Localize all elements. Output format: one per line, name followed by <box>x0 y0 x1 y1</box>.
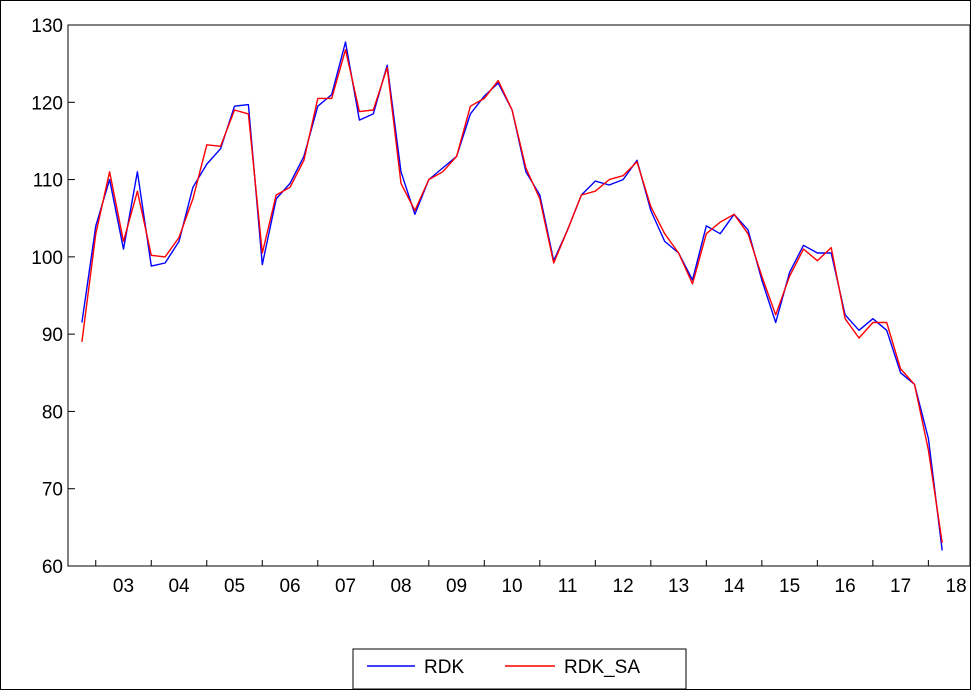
x-tick-label: 15 <box>779 576 800 597</box>
y-tick-label: 120 <box>31 93 63 114</box>
x-tick-label: 03 <box>113 576 134 597</box>
x-tick-label: 06 <box>279 576 300 597</box>
y-tick-label: 60 <box>42 557 63 578</box>
x-tick-label: 09 <box>446 576 467 597</box>
x-tick-label: 18 <box>946 576 967 597</box>
y-axis: 60 70 80 90 100 110 120 130 <box>31 16 75 578</box>
x-tick-label: 10 <box>501 576 522 597</box>
x-tick-label: 16 <box>835 576 856 597</box>
x-tick-label: 17 <box>890 576 911 597</box>
x-tick-label: 04 <box>168 576 190 597</box>
x-tick-label: 14 <box>724 576 746 597</box>
x-tick-label: 11 <box>558 576 578 597</box>
y-tick-label: 90 <box>42 325 63 346</box>
x-tick-label: 07 <box>335 576 356 597</box>
y-tick-label: 80 <box>42 402 63 423</box>
y-tick-label: 70 <box>42 480 63 501</box>
x-tick-label: 13 <box>668 576 689 597</box>
x-axis: 03 04 05 06 07 08 09 10 11 12 13 14 15 16 17 18 <box>95 560 967 597</box>
x-tick-label: 12 <box>613 576 634 597</box>
series-layer <box>81 41 943 551</box>
series-line-rdk-sa <box>81 49 943 543</box>
legend-label-rdk-sa: RDK_SA <box>564 657 640 678</box>
x-tick-label: 08 <box>390 576 411 597</box>
legend-box <box>352 648 687 690</box>
y-tick-label: 110 <box>33 171 63 192</box>
y-tick-label: 130 <box>31 16 63 37</box>
y-tick-label: 100 <box>31 248 63 269</box>
x-tick-label: 05 <box>224 576 245 597</box>
legend: RDK RDK_SA <box>352 648 687 690</box>
legend-label-rdk: RDK <box>424 657 464 678</box>
plot-area <box>67 24 971 567</box>
